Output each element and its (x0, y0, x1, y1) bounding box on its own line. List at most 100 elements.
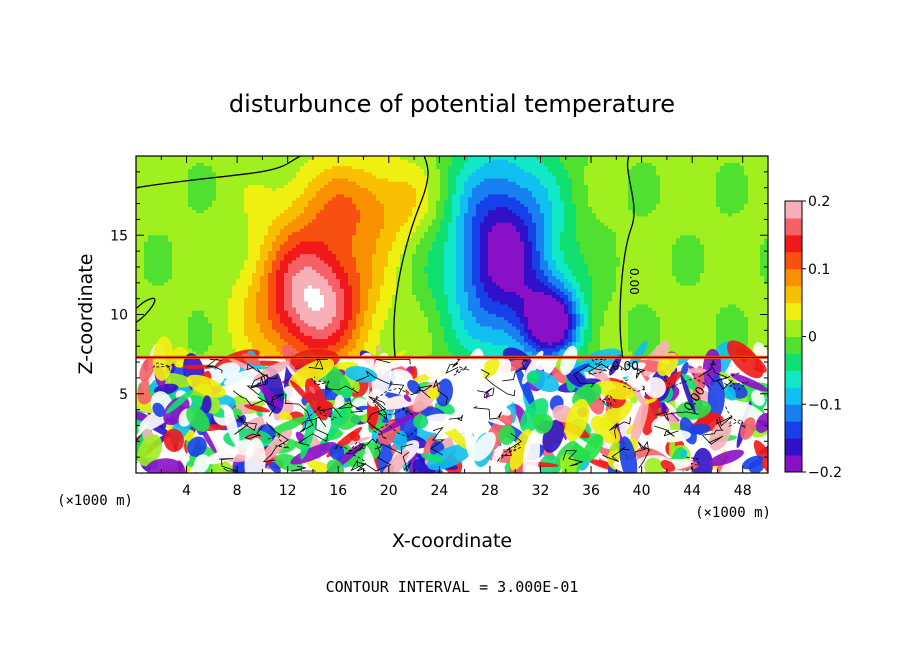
field-cell (188, 171, 193, 176)
field-cell (436, 325, 441, 330)
field-cell (240, 259, 245, 264)
field-cell (280, 181, 285, 185)
field-cell (220, 341, 225, 346)
field-cell (440, 168, 445, 173)
field-cell (296, 278, 301, 283)
field-cell (260, 335, 265, 340)
field-cell (212, 159, 217, 163)
field-cell (152, 222, 157, 226)
field-cell (220, 281, 225, 286)
field-cell (272, 215, 277, 220)
field-cell (136, 178, 141, 182)
field-cell (176, 222, 181, 226)
field-cell (288, 259, 293, 264)
field-cell (436, 272, 441, 277)
field-cell (284, 332, 289, 336)
field-cell (208, 288, 213, 292)
field-cell (368, 165, 373, 170)
field-cell (152, 319, 157, 324)
field-cell (168, 250, 173, 255)
field-cell (412, 325, 417, 330)
field-cell (136, 351, 141, 355)
field-cell (200, 262, 205, 267)
field-cell (220, 225, 225, 229)
field-cell (316, 281, 321, 286)
field-cell (144, 303, 149, 308)
field-cell (152, 181, 157, 185)
field-cell (212, 313, 217, 318)
field-cell (272, 196, 277, 201)
field-cell (384, 294, 389, 299)
field-cell (416, 184, 421, 189)
field-cell (432, 322, 437, 327)
field-cell (244, 240, 249, 245)
field-cell (368, 231, 373, 236)
field-cell (340, 178, 345, 182)
field-cell (320, 162, 325, 167)
field-cell (188, 297, 193, 302)
field-cell (232, 310, 237, 314)
field-cell (416, 247, 421, 251)
field-cell (340, 193, 345, 198)
field-cell (204, 171, 209, 176)
field-cell (388, 237, 393, 242)
field-cell (368, 174, 373, 179)
field-cell (372, 200, 377, 204)
field-cell (276, 215, 281, 220)
field-cell (424, 250, 429, 255)
field-cell (220, 310, 225, 314)
field-cell (432, 316, 437, 321)
field-cell (236, 303, 241, 308)
field-cell (280, 193, 285, 198)
field-cell (176, 231, 181, 236)
field-cell (280, 165, 285, 170)
field-cell (380, 325, 385, 330)
field-cell (376, 234, 381, 239)
field-cell (380, 190, 385, 195)
field-cell (356, 212, 361, 217)
field-cell (284, 250, 289, 255)
field-cell (196, 171, 201, 176)
field-cell (372, 294, 377, 299)
field-cell (284, 159, 289, 163)
field-cell (280, 190, 285, 195)
field-cell (272, 209, 277, 214)
field-cell (416, 244, 421, 248)
field-cell (172, 187, 177, 192)
field-cell (308, 259, 313, 264)
field-cell (168, 256, 173, 261)
field-cell (444, 181, 449, 185)
field-cell (264, 206, 269, 211)
field-cell (232, 162, 237, 167)
field-cell (392, 297, 397, 302)
field-cell (384, 165, 389, 170)
field-cell (176, 300, 181, 305)
field-cell (324, 256, 329, 261)
field-cell (256, 266, 261, 270)
field-cell (344, 193, 349, 198)
field-cell (424, 347, 429, 352)
field-cell (232, 262, 237, 267)
field-cell (440, 291, 445, 295)
field-cell (436, 288, 441, 292)
field-cell (436, 225, 441, 229)
field-cell (232, 275, 237, 280)
field-cell (204, 187, 209, 192)
field-cell (172, 209, 177, 214)
field-cell (356, 316, 361, 321)
field-cell (196, 288, 201, 292)
field-cell (420, 344, 425, 349)
field-cell (352, 262, 357, 267)
field-cell (160, 181, 165, 185)
field-cell (304, 310, 309, 314)
field-cell (404, 338, 409, 343)
field-cell (308, 313, 313, 318)
field-cell (180, 206, 185, 211)
field-cell (296, 335, 301, 340)
field-cell (404, 335, 409, 340)
field-cell (204, 275, 209, 280)
field-cell (340, 262, 345, 267)
field-cell (180, 253, 185, 258)
field-cell (420, 325, 425, 330)
field-cell (356, 284, 361, 289)
